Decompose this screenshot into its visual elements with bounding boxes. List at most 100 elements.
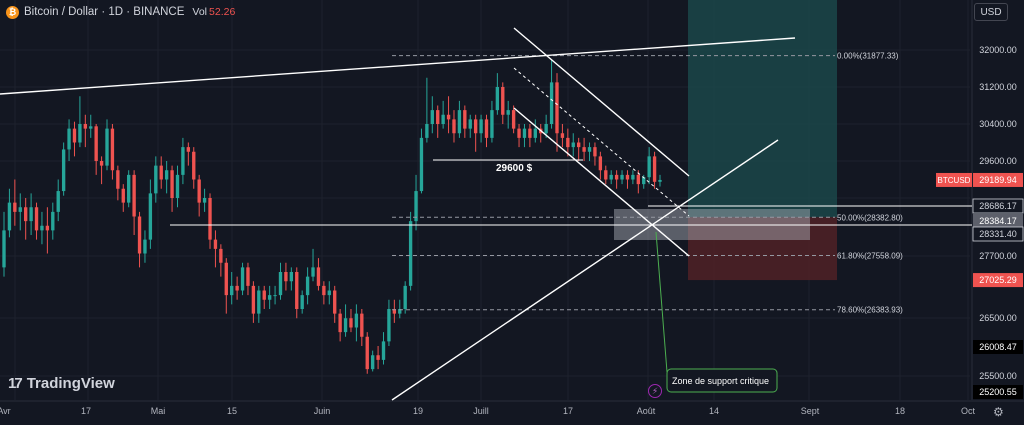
candle-body[interactable] <box>452 119 456 134</box>
candle-body[interactable] <box>289 272 294 282</box>
candle-body[interactable] <box>387 309 391 342</box>
candle-body[interactable] <box>614 174 619 180</box>
candle-body[interactable] <box>202 198 207 203</box>
candle-body[interactable] <box>262 290 266 300</box>
candle-body[interactable] <box>647 156 651 178</box>
candle-body[interactable] <box>322 285 326 296</box>
gear-icon[interactable]: ⚙ <box>993 405 1004 419</box>
candle-body[interactable] <box>94 126 98 161</box>
candle-body[interactable] <box>213 239 218 249</box>
candle-body[interactable] <box>316 267 321 286</box>
candle-body[interactable] <box>436 110 440 124</box>
lightning-icon[interactable]: ⚡ <box>648 384 662 398</box>
candle-body[interactable] <box>463 110 467 129</box>
candle-body[interactable] <box>560 133 565 138</box>
candle-body[interactable] <box>566 137 570 148</box>
candle-body[interactable] <box>501 87 505 115</box>
candle-body[interactable] <box>61 149 66 192</box>
candle-body[interactable] <box>208 198 212 240</box>
candle-body[interactable] <box>45 225 50 231</box>
candle-body[interactable] <box>311 267 315 277</box>
target-zone[interactable] <box>688 0 837 218</box>
candle-body[interactable] <box>517 128 521 138</box>
currency-button[interactable]: USD <box>974 3 1008 21</box>
candle-body[interactable] <box>224 262 228 296</box>
ascending-trendline[interactable] <box>391 139 779 401</box>
candle-body[interactable] <box>29 207 33 222</box>
candle-body[interactable] <box>56 191 60 212</box>
candle-body[interactable] <box>89 126 93 129</box>
candle-body[interactable] <box>137 216 142 254</box>
candle-body[interactable] <box>408 221 413 286</box>
candle-body[interactable] <box>381 341 386 360</box>
candle-body[interactable] <box>230 285 234 296</box>
candle-body[interactable] <box>457 110 462 134</box>
candle-body[interactable] <box>192 151 196 180</box>
candle-body[interactable] <box>593 147 597 157</box>
tradingview-logo[interactable]: 17 TradingView <box>8 375 115 392</box>
channel-lower-line[interactable] <box>513 107 690 257</box>
candle-body[interactable] <box>219 248 223 263</box>
candle-body[interactable] <box>175 174 180 198</box>
candle-body[interactable] <box>484 119 489 138</box>
candle-body[interactable] <box>246 267 250 286</box>
candle-body[interactable] <box>251 285 256 314</box>
candle-body[interactable] <box>154 165 158 194</box>
candle-body[interactable] <box>143 239 147 254</box>
candle-body[interactable] <box>604 170 608 180</box>
symbol-title[interactable]: Bitcoin / Dollar · 1D · BINANCE <box>24 6 185 18</box>
candle-body[interactable] <box>78 124 82 143</box>
candle-body[interactable] <box>34 207 39 231</box>
callout-box[interactable] <box>666 368 778 393</box>
candle-body[interactable] <box>18 207 22 212</box>
candle-body[interactable] <box>652 156 657 182</box>
channel-mid-line[interactable] <box>513 67 690 217</box>
candle-body[interactable] <box>376 355 380 360</box>
candle-body[interactable] <box>446 114 451 120</box>
candle-body[interactable] <box>72 128 77 143</box>
candle-body[interactable] <box>528 128 532 138</box>
candle-body[interactable] <box>67 128 71 150</box>
candle-body[interactable] <box>197 179 201 203</box>
candle-body[interactable] <box>495 87 500 111</box>
candle-body[interactable] <box>273 295 277 297</box>
candle-body[interactable] <box>40 225 44 231</box>
candle-body[interactable] <box>121 188 125 203</box>
candle-body[interactable] <box>430 110 434 124</box>
upper-trendline[interactable] <box>0 37 796 95</box>
candle-body[interactable] <box>354 313 359 328</box>
candle-body[interactable] <box>116 170 120 189</box>
candle-body[interactable] <box>441 114 445 124</box>
candle-body[interactable] <box>127 174 131 203</box>
candle-body[interactable] <box>473 119 478 134</box>
candle-body[interactable] <box>582 147 586 152</box>
candle-body[interactable] <box>148 193 153 240</box>
candle-body[interactable] <box>186 147 191 152</box>
candle-body[interactable] <box>170 170 174 198</box>
candle-body[interactable] <box>544 124 548 134</box>
candle-body[interactable] <box>555 82 559 134</box>
candle-body[interactable] <box>349 318 353 328</box>
candle-body[interactable] <box>338 313 342 333</box>
candle-body[interactable] <box>164 170 169 180</box>
candle-body[interactable] <box>360 313 364 337</box>
candle-body[interactable] <box>267 295 272 300</box>
candle-body[interactable] <box>414 191 418 222</box>
candle-body[interactable] <box>99 161 104 166</box>
stop-zone[interactable] <box>688 217 837 281</box>
candle-body[interactable] <box>327 290 331 296</box>
candle-body[interactable] <box>13 202 17 212</box>
candle-body[interactable] <box>284 272 288 282</box>
candle-body[interactable] <box>83 124 88 129</box>
candle-body[interactable] <box>181 147 185 175</box>
candle-body[interactable] <box>2 230 6 268</box>
candle-body[interactable] <box>419 137 424 192</box>
channel-upper-line[interactable] <box>513 27 690 177</box>
candle-body[interactable] <box>609 174 613 180</box>
candle-body[interactable] <box>392 309 397 314</box>
candle-body[interactable] <box>398 309 402 314</box>
candle-body[interactable] <box>506 110 510 115</box>
candle-body[interactable] <box>625 174 630 180</box>
candle-body[interactable] <box>658 179 662 182</box>
